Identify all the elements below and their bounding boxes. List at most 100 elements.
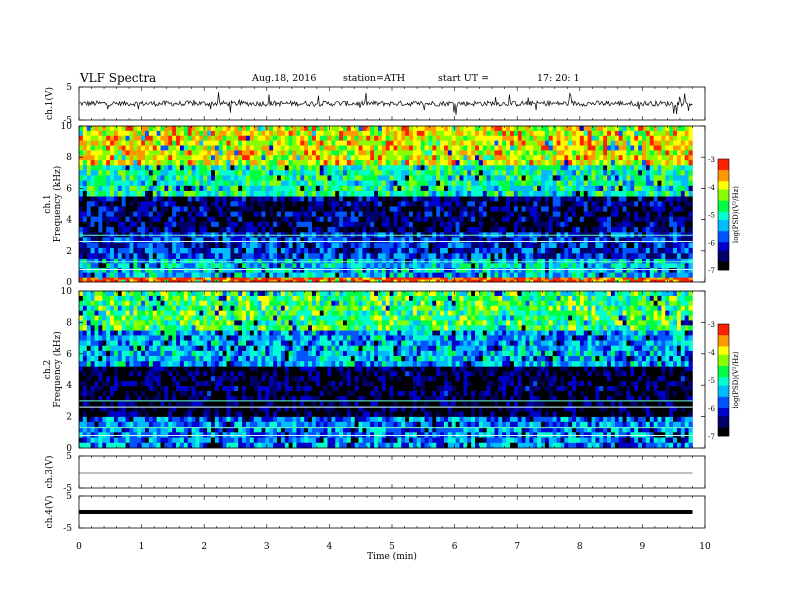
spectrogram-cell [148, 279, 154, 283]
spectrogram-cell [409, 145, 414, 151]
spectrogram-cell [436, 277, 441, 280]
spectrogram-cell [129, 165, 134, 171]
spectrogram-cell [513, 145, 519, 151]
spectrogram-cell [676, 242, 682, 249]
spectrogram-cell [443, 175, 449, 181]
spectrogram-cell [176, 206, 181, 212]
spectrogram-cell [564, 216, 569, 223]
spectrogram-cell [455, 226, 460, 233]
spectrogram-cell [533, 165, 538, 171]
spectrogram-cell [242, 263, 247, 269]
spectrogram-cell [471, 267, 476, 273]
spectrogram-cell [222, 196, 227, 202]
spectrogram-cell [234, 247, 239, 254]
spectrogram-cell [576, 221, 581, 228]
spectrogram-cell [218, 191, 223, 197]
spectrogram-cell [537, 277, 542, 280]
spectrogram-cell [370, 201, 375, 207]
spectrogram-cell [168, 145, 173, 151]
spectrogram-cell [284, 145, 289, 151]
spectrogram-cell [207, 140, 212, 146]
spectrogram-cell [525, 267, 530, 273]
spectrogram-cell [230, 242, 235, 249]
spectrogram-cell [537, 263, 542, 269]
spectrogram-cell [145, 180, 150, 187]
spectrogram-cell [653, 175, 658, 181]
spectrogram-cell [176, 130, 181, 137]
spectrogram-cell [409, 185, 414, 192]
spectrogram-cell [502, 242, 507, 249]
spectrogram-cell [160, 180, 165, 187]
spectrogram-cell [304, 263, 309, 269]
spectrogram-cell [486, 150, 491, 156]
spectrogram-cell [82, 170, 88, 176]
spectrogram-cell [350, 165, 355, 171]
spectrogram-cell [86, 126, 91, 132]
spectrogram-cell [397, 272, 402, 278]
spectrogram-cell [350, 226, 355, 233]
spectrogram-cell [113, 135, 119, 141]
spectrogram-cell [409, 130, 414, 137]
spectrogram-cell [90, 201, 95, 207]
spectrogram-cell [331, 247, 336, 254]
spectrogram-cell [381, 258, 387, 264]
spectrogram-cell [595, 150, 600, 156]
spectrogram-cell [245, 263, 251, 269]
spectrogram-cell [564, 191, 569, 197]
spectrogram-cell [603, 242, 608, 249]
spectrogram-cell [541, 191, 546, 197]
spectrogram-cell [614, 277, 619, 280]
spectrogram-cell [568, 140, 573, 146]
spectrogram-cell [148, 277, 154, 280]
spectrogram-cell [494, 237, 499, 243]
spectrogram-cell [133, 170, 138, 176]
spectrogram-cell [451, 242, 456, 249]
spectrogram-cell [595, 277, 600, 280]
spectrogram-cell [377, 155, 383, 161]
spectrogram-cell [187, 140, 192, 146]
spectrogram-cell [568, 253, 573, 259]
spectrogram-cell [494, 267, 499, 273]
spectrogram-cell [311, 140, 317, 146]
spectrogram-cell [350, 185, 355, 192]
spectrogram-cell [113, 279, 119, 283]
spectrogram-cell [284, 263, 289, 269]
spectrogram-cell [234, 185, 239, 192]
spectrogram-cell [498, 258, 503, 264]
spectrogram-cell [315, 191, 321, 197]
spectrogram-cell [113, 267, 119, 273]
spectrogram-cell [245, 216, 251, 223]
spectrogram-cell [152, 206, 157, 212]
spectrogram-cell [269, 201, 274, 207]
spectrogram-cell [327, 135, 332, 141]
spectrogram-cell [211, 237, 216, 243]
spectrogram-cell [548, 150, 553, 156]
spectrogram-cell [346, 185, 352, 192]
spectrogram-cell [638, 165, 643, 171]
spectrogram-cell [634, 253, 639, 259]
spectrogram-cell [494, 272, 499, 278]
spectrogram-cell [125, 272, 130, 278]
spectrogram-cell [370, 130, 375, 137]
spectrogram-cell [393, 201, 398, 207]
spectrogram-cell [145, 279, 150, 283]
spectrogram-cell [226, 196, 231, 202]
spectrogram-cell [665, 126, 670, 132]
spectrogram-cell [673, 242, 678, 249]
spectrogram-cell [420, 258, 425, 264]
spectrogram-cell [583, 267, 588, 273]
spectrogram-cell [576, 191, 581, 197]
spectrogram-cell [327, 130, 332, 137]
spectrogram-cell [455, 135, 460, 141]
spectrogram-cell [642, 145, 647, 151]
spectrogram-cell [506, 185, 511, 192]
spectrogram-cell [622, 145, 627, 151]
spectrogram-cell [315, 216, 321, 223]
spectrogram-cell [665, 150, 670, 156]
spectrogram-cell [211, 279, 216, 283]
spectrogram-cell [451, 253, 456, 259]
spectrogram-cell [638, 211, 643, 218]
spectrogram-cell [541, 211, 546, 218]
spectrogram-cell [234, 135, 239, 141]
spectrogram-cell [607, 150, 612, 156]
